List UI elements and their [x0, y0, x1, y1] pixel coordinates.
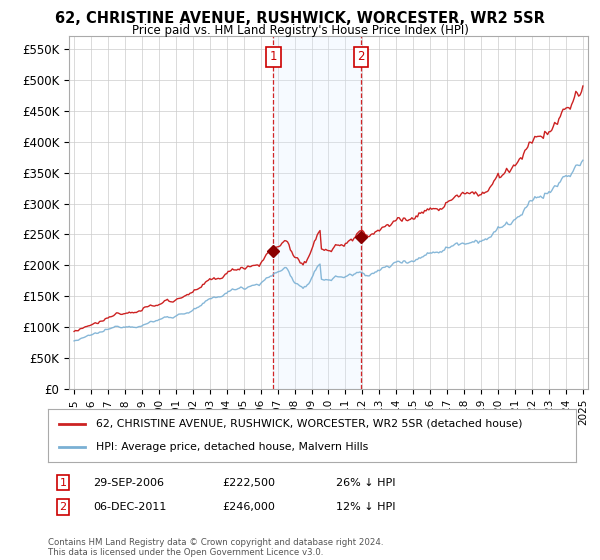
Text: 12% ↓ HPI: 12% ↓ HPI	[336, 502, 395, 512]
Text: £222,500: £222,500	[222, 478, 275, 488]
Text: 1: 1	[269, 50, 277, 63]
Text: 29-SEP-2006: 29-SEP-2006	[93, 478, 164, 488]
Text: Price paid vs. HM Land Registry's House Price Index (HPI): Price paid vs. HM Land Registry's House …	[131, 24, 469, 36]
Text: 06-DEC-2011: 06-DEC-2011	[93, 502, 166, 512]
Text: 2: 2	[358, 50, 365, 63]
Text: 2: 2	[59, 502, 67, 512]
Text: £246,000: £246,000	[222, 502, 275, 512]
Text: 62, CHRISTINE AVENUE, RUSHWICK, WORCESTER, WR2 5SR: 62, CHRISTINE AVENUE, RUSHWICK, WORCESTE…	[55, 11, 545, 26]
Text: 1: 1	[59, 478, 67, 488]
Text: HPI: Average price, detached house, Malvern Hills: HPI: Average price, detached house, Malv…	[95, 442, 368, 452]
Text: 26% ↓ HPI: 26% ↓ HPI	[336, 478, 395, 488]
Text: Contains HM Land Registry data © Crown copyright and database right 2024.
This d: Contains HM Land Registry data © Crown c…	[48, 538, 383, 557]
Bar	[274, 36, 361, 389]
Text: 62, CHRISTINE AVENUE, RUSHWICK, WORCESTER, WR2 5SR (detached house): 62, CHRISTINE AVENUE, RUSHWICK, WORCESTE…	[95, 419, 522, 429]
